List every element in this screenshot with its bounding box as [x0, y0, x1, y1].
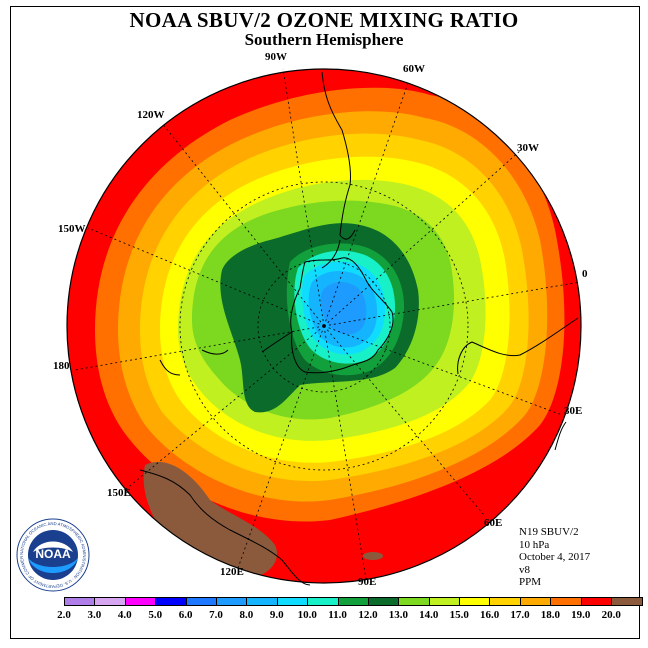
colorbar-tick-label: 16.0	[479, 609, 500, 621]
latitude-circle-45s	[179, 181, 469, 471]
colorbar-tick-label: 19.0	[571, 609, 591, 621]
colorbar-swatch	[460, 598, 491, 605]
colorbar-swatch	[429, 598, 461, 605]
longitude-label-120w: 120W	[137, 109, 165, 121]
longitude-label-90e: 90E	[358, 576, 377, 588]
coastlines	[139, 71, 579, 586]
graticule	[74, 68, 581, 580]
colorbar-tick-label: 20.0	[601, 609, 621, 621]
colorbar-swatch	[216, 598, 248, 605]
colorbar-tick-label: 9.0	[269, 609, 284, 621]
longitude-label-60w: 60W	[403, 63, 425, 75]
longitude-label-30e: 30E	[564, 405, 583, 417]
latitude-circle-70s	[257, 259, 391, 393]
noaa-logo: NOAA NATIONAL OCEANIC AND ATMOSPHERIC AD…	[14, 514, 90, 592]
colorbar-tick-label: 11.0	[328, 609, 347, 621]
colorbar-tick-label: 4.0	[117, 609, 132, 621]
meridian-180	[74, 325, 325, 371]
longitude-label-90w: 90W	[265, 51, 287, 63]
colorbar-swatch	[247, 598, 278, 605]
colorbar-tick-label: 2.0	[57, 609, 71, 621]
colorbar-ticks: 2.0 3.0 4.0 5.0 6.0 7.0 8.0 9.0 10.0 11.0 12.0 13.0…	[0, 609, 648, 623]
meridian-0	[323, 281, 581, 327]
longitude-label-150e: 150E	[107, 487, 131, 499]
coastline-africa	[457, 317, 579, 375]
colorbar-tick-label: 3.0	[87, 609, 102, 621]
units: PPM	[519, 576, 542, 588]
longitude-label-60e: 60E	[484, 517, 503, 529]
colorbar-tick-label: 6.0	[178, 609, 193, 621]
longitude-label-30w: 30W	[517, 142, 539, 154]
colorbar-swatch	[277, 598, 309, 605]
colorbar-swatch	[65, 598, 96, 605]
colorbar-swatch	[520, 598, 552, 605]
coastline-antarctic-peninsula	[321, 239, 341, 269]
colorbar-tick-label: 7.0	[209, 609, 223, 621]
colorbar-tick-label: 17.0	[510, 609, 530, 621]
colorbar-swatch	[95, 598, 126, 605]
colorbar-swatch	[125, 598, 157, 605]
longitude-label-120e: 120E	[220, 566, 244, 578]
colorbar-tick-label: 15.0	[449, 609, 469, 621]
colorbar-swatch	[490, 598, 521, 605]
observation-date: October 4, 2017	[519, 551, 591, 563]
colorbar-tick-label: 5.0	[148, 609, 163, 621]
meridian-30w	[323, 149, 522, 327]
colorbar-swatch	[308, 598, 339, 605]
colorbar-tick-label: 13.0	[388, 609, 409, 621]
colorbar-swatch	[551, 598, 582, 605]
meridian-90w	[282, 68, 325, 327]
colorbar-tick-label: 8.0	[239, 609, 254, 621]
colorbar-swatch	[612, 598, 643, 605]
longitude-label-0: 0	[582, 268, 588, 280]
globe-outline	[66, 68, 582, 584]
meridian-30e	[323, 325, 563, 416]
coastline-madagascar	[554, 421, 567, 451]
logo-text: NOAA	[35, 547, 71, 561]
longitude-label-180: 180	[53, 360, 70, 372]
band-19-20-australia	[143, 461, 278, 578]
colorbar-swatch	[338, 598, 369, 605]
pressure-level: 10 hPa	[519, 538, 550, 551]
coastline-ross-sea	[261, 331, 293, 353]
colorbar	[64, 597, 644, 606]
metadata-block: N19 SBUV/2 10 hPa October 4, 2017 v8 PPM	[519, 526, 590, 589]
map-title: NOAA SBUV/2 OZONE MIXING RATIO	[129, 8, 519, 32]
coastline-antarctica	[290, 257, 394, 374]
meridian-120w	[161, 122, 325, 327]
coastline-new-zealand	[159, 349, 229, 376]
map-subtitle: Southern Hemisphere	[244, 30, 404, 49]
band-20-patch	[363, 552, 383, 560]
colorbar-swatch	[581, 598, 613, 605]
meridian-60e	[323, 325, 485, 516]
colorbar-tick-label: 14.0	[419, 609, 439, 621]
colorbar-tick-label: 12.0	[358, 609, 378, 621]
colorbar-swatch	[368, 598, 400, 605]
longitude-label-150w: 150W	[58, 223, 86, 235]
noaa-seal-icon: NOAA NATIONAL OCEANIC AND ATMOSPHERIC AD…	[14, 514, 90, 592]
colorbar-tick-label: 10.0	[297, 609, 317, 621]
satellite-instrument: N19 SBUV/2	[519, 526, 579, 538]
coastline-australia	[139, 469, 311, 586]
data-version: v8	[519, 563, 530, 576]
colorbar-swatch	[156, 598, 187, 605]
colorbar-swatch	[186, 598, 217, 605]
coastline-south-america	[321, 71, 356, 240]
colorbar-swatch	[399, 598, 430, 605]
figure-frame	[10, 6, 640, 639]
colorbar-tick-label: 18.0	[540, 609, 561, 621]
